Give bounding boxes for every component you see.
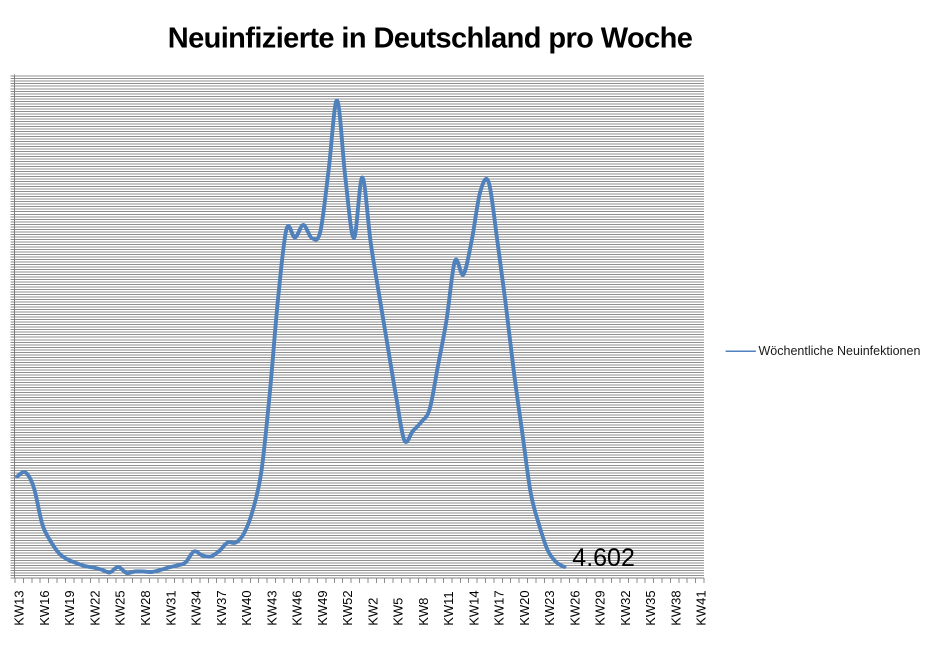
- svg-text:KW35: KW35: [643, 590, 658, 625]
- svg-text:KW23: KW23: [542, 590, 557, 625]
- svg-text:KW22: KW22: [87, 590, 102, 625]
- svg-text:KW26: KW26: [567, 590, 582, 625]
- svg-text:KW28: KW28: [138, 590, 153, 625]
- svg-text:4.602: 4.602: [572, 544, 635, 572]
- svg-text:KW49: KW49: [315, 590, 330, 625]
- svg-text:KW43: KW43: [264, 590, 279, 625]
- svg-text:KW14: KW14: [466, 590, 481, 625]
- svg-text:KW40: KW40: [239, 590, 254, 625]
- svg-text:KW2: KW2: [365, 598, 380, 626]
- svg-text:KW52: KW52: [340, 590, 355, 625]
- svg-text:KW38: KW38: [668, 590, 683, 625]
- svg-text:KW19: KW19: [62, 590, 77, 625]
- svg-text:KW8: KW8: [416, 598, 431, 626]
- svg-text:Wöchentliche Neuinfektionen: Wöchentliche Neuinfektionen: [759, 344, 921, 358]
- svg-text:KW5: KW5: [391, 598, 406, 626]
- svg-text:KW17: KW17: [492, 590, 507, 625]
- svg-text:KW29: KW29: [593, 590, 608, 625]
- svg-text:KW37: KW37: [214, 590, 229, 625]
- svg-text:KW32: KW32: [618, 590, 633, 625]
- svg-text:KW13: KW13: [12, 590, 27, 625]
- svg-text:KW25: KW25: [113, 590, 128, 625]
- svg-text:KW31: KW31: [163, 590, 178, 625]
- svg-text:KW20: KW20: [517, 590, 532, 625]
- svg-text:KW46: KW46: [290, 590, 305, 625]
- svg-text:Neuinfizierte in Deutschland p: Neuinfizierte in Deutschland pro Woche: [168, 22, 693, 54]
- svg-text:KW34: KW34: [189, 590, 204, 625]
- svg-text:KW16: KW16: [37, 590, 52, 625]
- svg-text:KW41: KW41: [694, 590, 709, 625]
- svg-text:KW11: KW11: [441, 591, 456, 625]
